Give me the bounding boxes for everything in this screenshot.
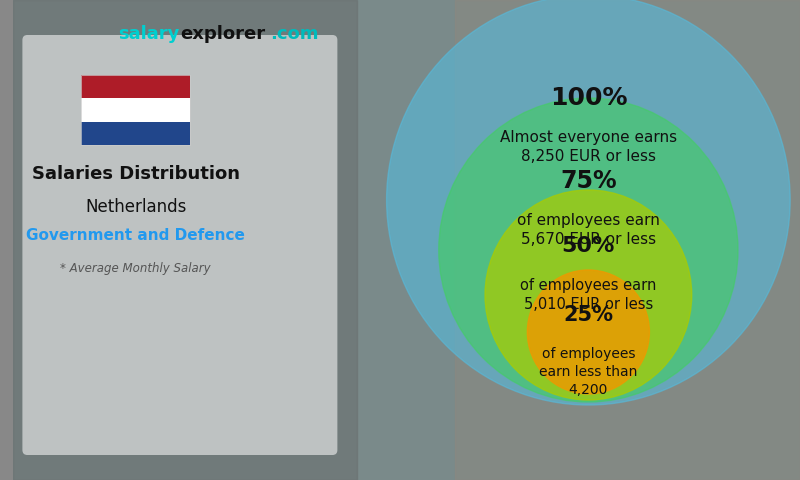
Bar xyxy=(13,0,357,480)
Text: Salaries Distribution: Salaries Distribution xyxy=(31,165,239,183)
Bar xyxy=(455,0,800,480)
Bar xyxy=(82,75,190,98)
Text: 50%: 50% xyxy=(562,236,615,256)
Text: of employees earn
5,670 EUR or less: of employees earn 5,670 EUR or less xyxy=(517,213,660,247)
Bar xyxy=(82,75,190,145)
Bar xyxy=(82,121,190,145)
Ellipse shape xyxy=(386,0,790,405)
Text: salary: salary xyxy=(118,25,180,43)
Ellipse shape xyxy=(485,190,692,400)
Text: Netherlands: Netherlands xyxy=(85,198,186,216)
FancyBboxPatch shape xyxy=(22,35,338,455)
Text: * Average Monthly Salary: * Average Monthly Salary xyxy=(60,262,211,275)
Ellipse shape xyxy=(438,98,738,402)
Text: of employees earn
5,010 EUR or less: of employees earn 5,010 EUR or less xyxy=(520,278,657,312)
Text: 100%: 100% xyxy=(550,86,627,110)
Text: .com: .com xyxy=(270,25,319,43)
Text: 25%: 25% xyxy=(563,305,614,325)
Text: Almost everyone earns
8,250 EUR or less: Almost everyone earns 8,250 EUR or less xyxy=(500,130,677,164)
Bar xyxy=(82,98,190,121)
Text: 75%: 75% xyxy=(560,169,617,193)
Text: of employees
earn less than
4,200: of employees earn less than 4,200 xyxy=(539,347,638,396)
Text: explorer: explorer xyxy=(180,25,265,43)
Text: Government and Defence: Government and Defence xyxy=(26,228,245,243)
Ellipse shape xyxy=(527,270,650,394)
